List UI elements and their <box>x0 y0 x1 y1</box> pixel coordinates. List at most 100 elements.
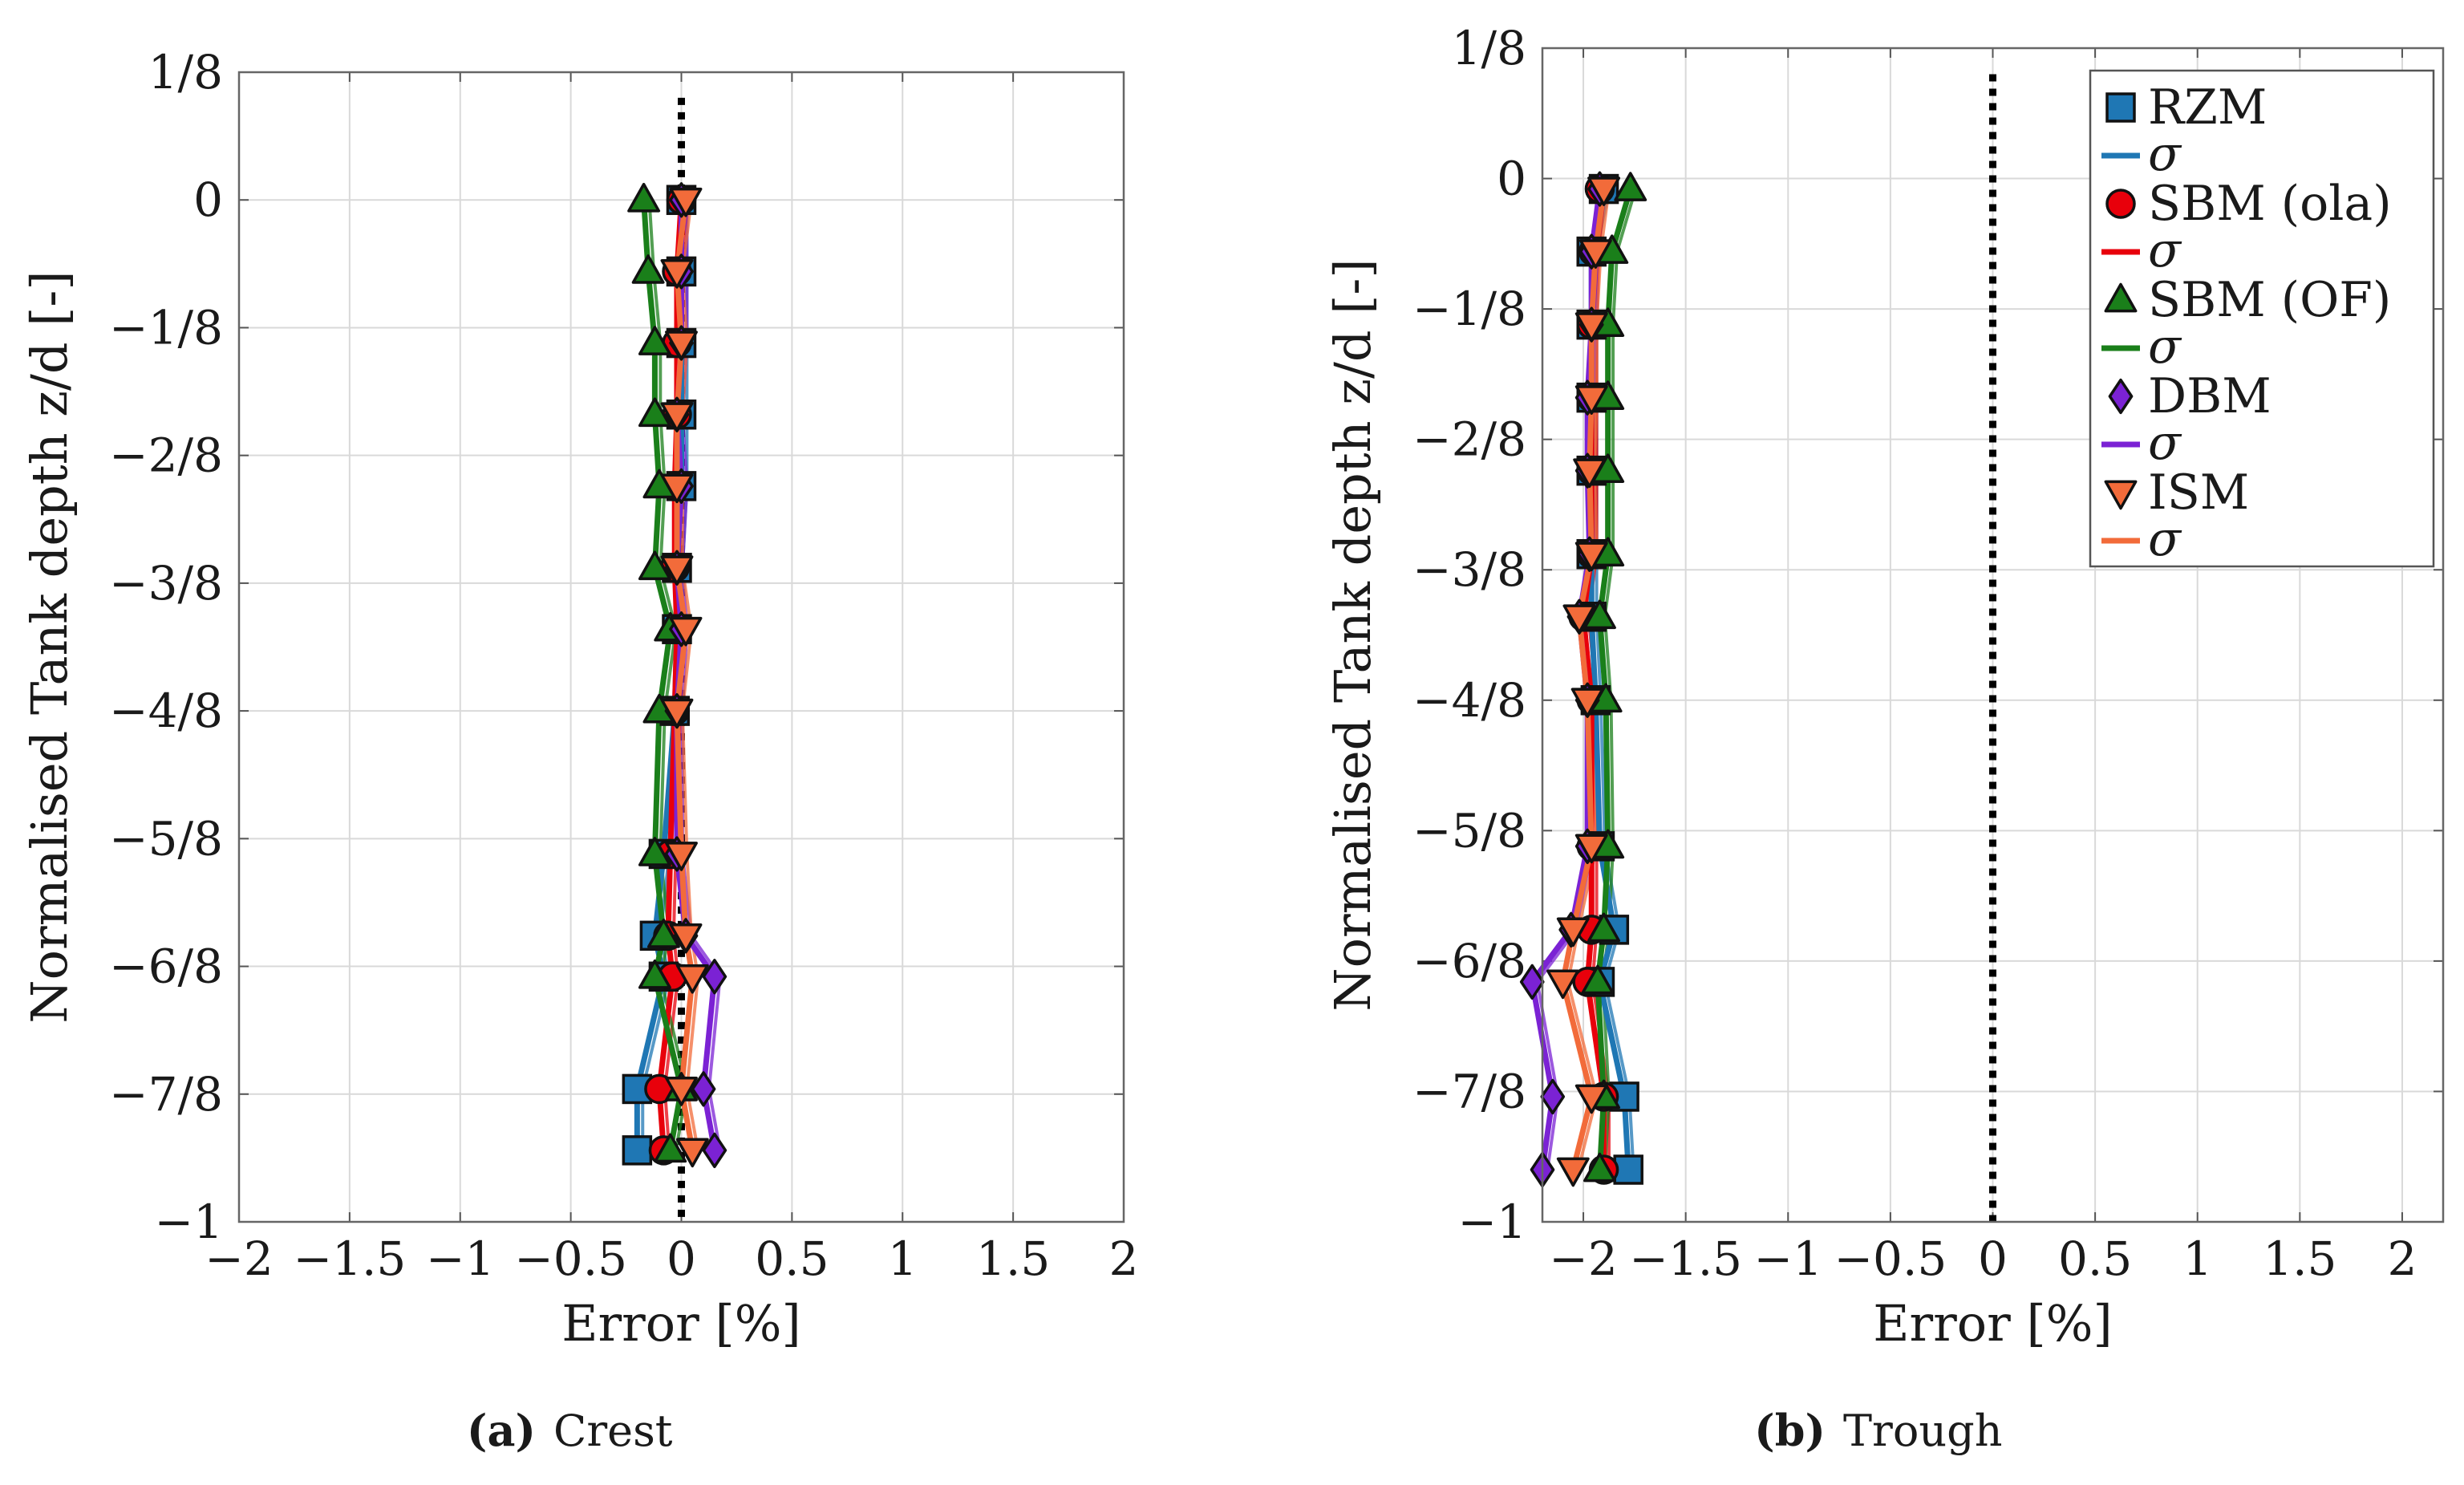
crest-ism-point <box>660 402 694 432</box>
trough-sbm-of-point <box>1583 1152 1616 1183</box>
trough-ism-point <box>1574 385 1608 415</box>
crest-sbm-of-point <box>638 550 671 581</box>
crest-rzm-point <box>622 1135 653 1166</box>
trough-y-tick-label: −3/8 <box>1412 542 1526 597</box>
crest-y-tick-label: 0 <box>193 172 223 227</box>
crest-y-tick-label: 1/8 <box>148 45 223 99</box>
trough-y-tick-label: −5/8 <box>1412 803 1526 858</box>
crest-x-tick-label: 0.5 <box>755 1231 829 1286</box>
trough-sbm-of-point <box>1587 912 1621 943</box>
trough-legend-marker-sbm-of <box>2104 282 2138 313</box>
crest-dbm-point <box>691 1071 716 1107</box>
crest-ism-point <box>660 555 694 586</box>
caption-a-label: (a) <box>467 1405 536 1456</box>
crest-ism-point <box>665 842 698 871</box>
trough-y-tick-label: −2/8 <box>1412 412 1526 467</box>
trough-legend-marker-rzm <box>2105 92 2136 123</box>
crest-y-tick-label: −4/8 <box>109 684 223 738</box>
crest-ism-point <box>660 698 694 728</box>
trough-legend-label-dbm: DBM <box>2148 368 2272 424</box>
trough-legend-sigma-label-dbm: σ <box>2148 415 2182 471</box>
trough-ism-point <box>1574 312 1608 342</box>
crest-x-tick-label: 1 <box>888 1231 918 1286</box>
crest-x-tick-label: −1 <box>426 1231 495 1286</box>
crest-ism-point <box>675 1138 709 1168</box>
trough-sbm-of-point <box>1614 172 1647 201</box>
crest-x-tick-label: −2 <box>205 1231 274 1286</box>
trough-y-axis-label: Normalised Tank depth z/d [-] <box>1323 258 1382 1011</box>
crest-ism-point <box>660 473 694 504</box>
crest-y-tick-label: −5/8 <box>109 811 223 866</box>
crest-x-tick-label: −0.5 <box>514 1231 627 1286</box>
crest-sbm-of-point <box>654 1133 687 1163</box>
caption-a-text: Crest <box>553 1406 673 1456</box>
trough-ism-point <box>1578 239 1612 269</box>
trough-legend-label-ism: ISM <box>2148 465 2249 521</box>
crest-y-axis-label: Normalised Tank depth z/d [-] <box>20 270 79 1023</box>
trough-x-tick-label: 0.5 <box>2058 1231 2132 1286</box>
crest-sbm-of-point <box>631 254 665 284</box>
chart-panel-trough: −2 −1.5 −1 −0.5 0 0.5 1 1.5 21/80−1/8−2/8−3/8−4/… <box>1323 21 2445 1353</box>
crest-sbm-of-point <box>646 919 680 948</box>
trough-ism-point <box>1570 688 1604 718</box>
trough-legend-marker-ism <box>2104 480 2138 510</box>
crest-x-tick-label: 0 <box>667 1231 696 1286</box>
crest-ism-point <box>660 259 694 289</box>
caption-b-label: (b) <box>1754 1405 1826 1456</box>
trough-y-tick-label: −1/8 <box>1412 282 1526 336</box>
trough-ism-point <box>1556 917 1590 947</box>
crest-sbm-of-point <box>638 837 671 866</box>
trough-x-tick-label: −1.5 <box>1629 1231 1742 1286</box>
trough-legend-frame <box>2089 69 2435 568</box>
trough-sbm-of-point <box>1581 964 1615 995</box>
crest-x-tick-label: 1.5 <box>976 1231 1050 1286</box>
chart-panel-crest: −2 −1.5 −1 −0.5 0 0.5 1 1.5 2 1/8 0 −1/8 −2/8 −3/8 −4/… <box>20 45 1138 1353</box>
trough-x-tick-label: 1 <box>2182 1231 2212 1286</box>
crest-y-tick-label: −1 <box>155 1195 224 1249</box>
trough-y-tick-label: −1 <box>1458 1195 1527 1249</box>
trough-legend-sigma-label-ism: σ <box>2148 511 2182 567</box>
trough-x-tick-label: −0.5 <box>1834 1231 1947 1286</box>
trough-dbm-point <box>1540 1078 1566 1115</box>
trough-y-tick-label: 1/8 <box>1452 21 1526 75</box>
crest-y-tick-label: −3/8 <box>109 556 223 611</box>
crest-plot-frame <box>237 71 1125 1223</box>
trough-ism-point <box>1562 604 1596 635</box>
crest-y-tick-label: −2/8 <box>109 428 223 483</box>
trough-y-tick-label: −6/8 <box>1412 934 1526 988</box>
trough-legend-marker-dbm <box>2108 378 2134 415</box>
trough-x-axis-label: Error [%] <box>1873 1294 2113 1353</box>
trough-rzm-point <box>1613 1154 1643 1185</box>
trough-ism-point <box>1574 1084 1608 1114</box>
crest-sbm-of-point <box>627 182 661 213</box>
trough-ism-point <box>1574 834 1608 864</box>
trough-legend-label-rzm: RZM <box>2148 79 2267 136</box>
trough-x-tick-label: −1 <box>1754 1231 1823 1286</box>
trough-legend-marker-sbm-ola <box>2105 189 2136 219</box>
trough-ism-point <box>1587 176 1621 206</box>
trough-plot-frame <box>1541 47 2445 1223</box>
crest-y-tick-label: −7/8 <box>109 1067 223 1122</box>
caption-b-text: Trough <box>1843 1406 2002 1456</box>
trough-ism-point <box>1574 542 1608 572</box>
crest-ism-point <box>669 616 703 647</box>
crest-sbm-of-point <box>638 397 671 428</box>
crest-sbm-of-point <box>638 959 671 989</box>
trough-x-tick-label: −2 <box>1549 1231 1618 1286</box>
trough-y-tick-label: −4/8 <box>1412 673 1526 728</box>
trough-ism-point <box>1546 969 1579 1000</box>
trough-ism-point <box>1556 1157 1590 1187</box>
crest-x-tick-label: 2 <box>1109 1231 1139 1286</box>
trough-x-tick-label: 0 <box>1978 1231 2008 1286</box>
trough-y-tick-label: 0 <box>1497 152 1526 206</box>
trough-dbm-point <box>1519 964 1545 1000</box>
crest-ism-point <box>675 964 709 994</box>
trough-legend-sigma-label-rzm: σ <box>2148 126 2182 182</box>
trough-ism-point <box>1573 458 1607 488</box>
crest-dbm-point <box>702 959 727 995</box>
crest-x-axis-label: Error [%] <box>561 1294 801 1353</box>
trough-legend-sigma-label-sbm-of: σ <box>2148 319 2182 375</box>
crest-dbm-point <box>702 1132 727 1168</box>
